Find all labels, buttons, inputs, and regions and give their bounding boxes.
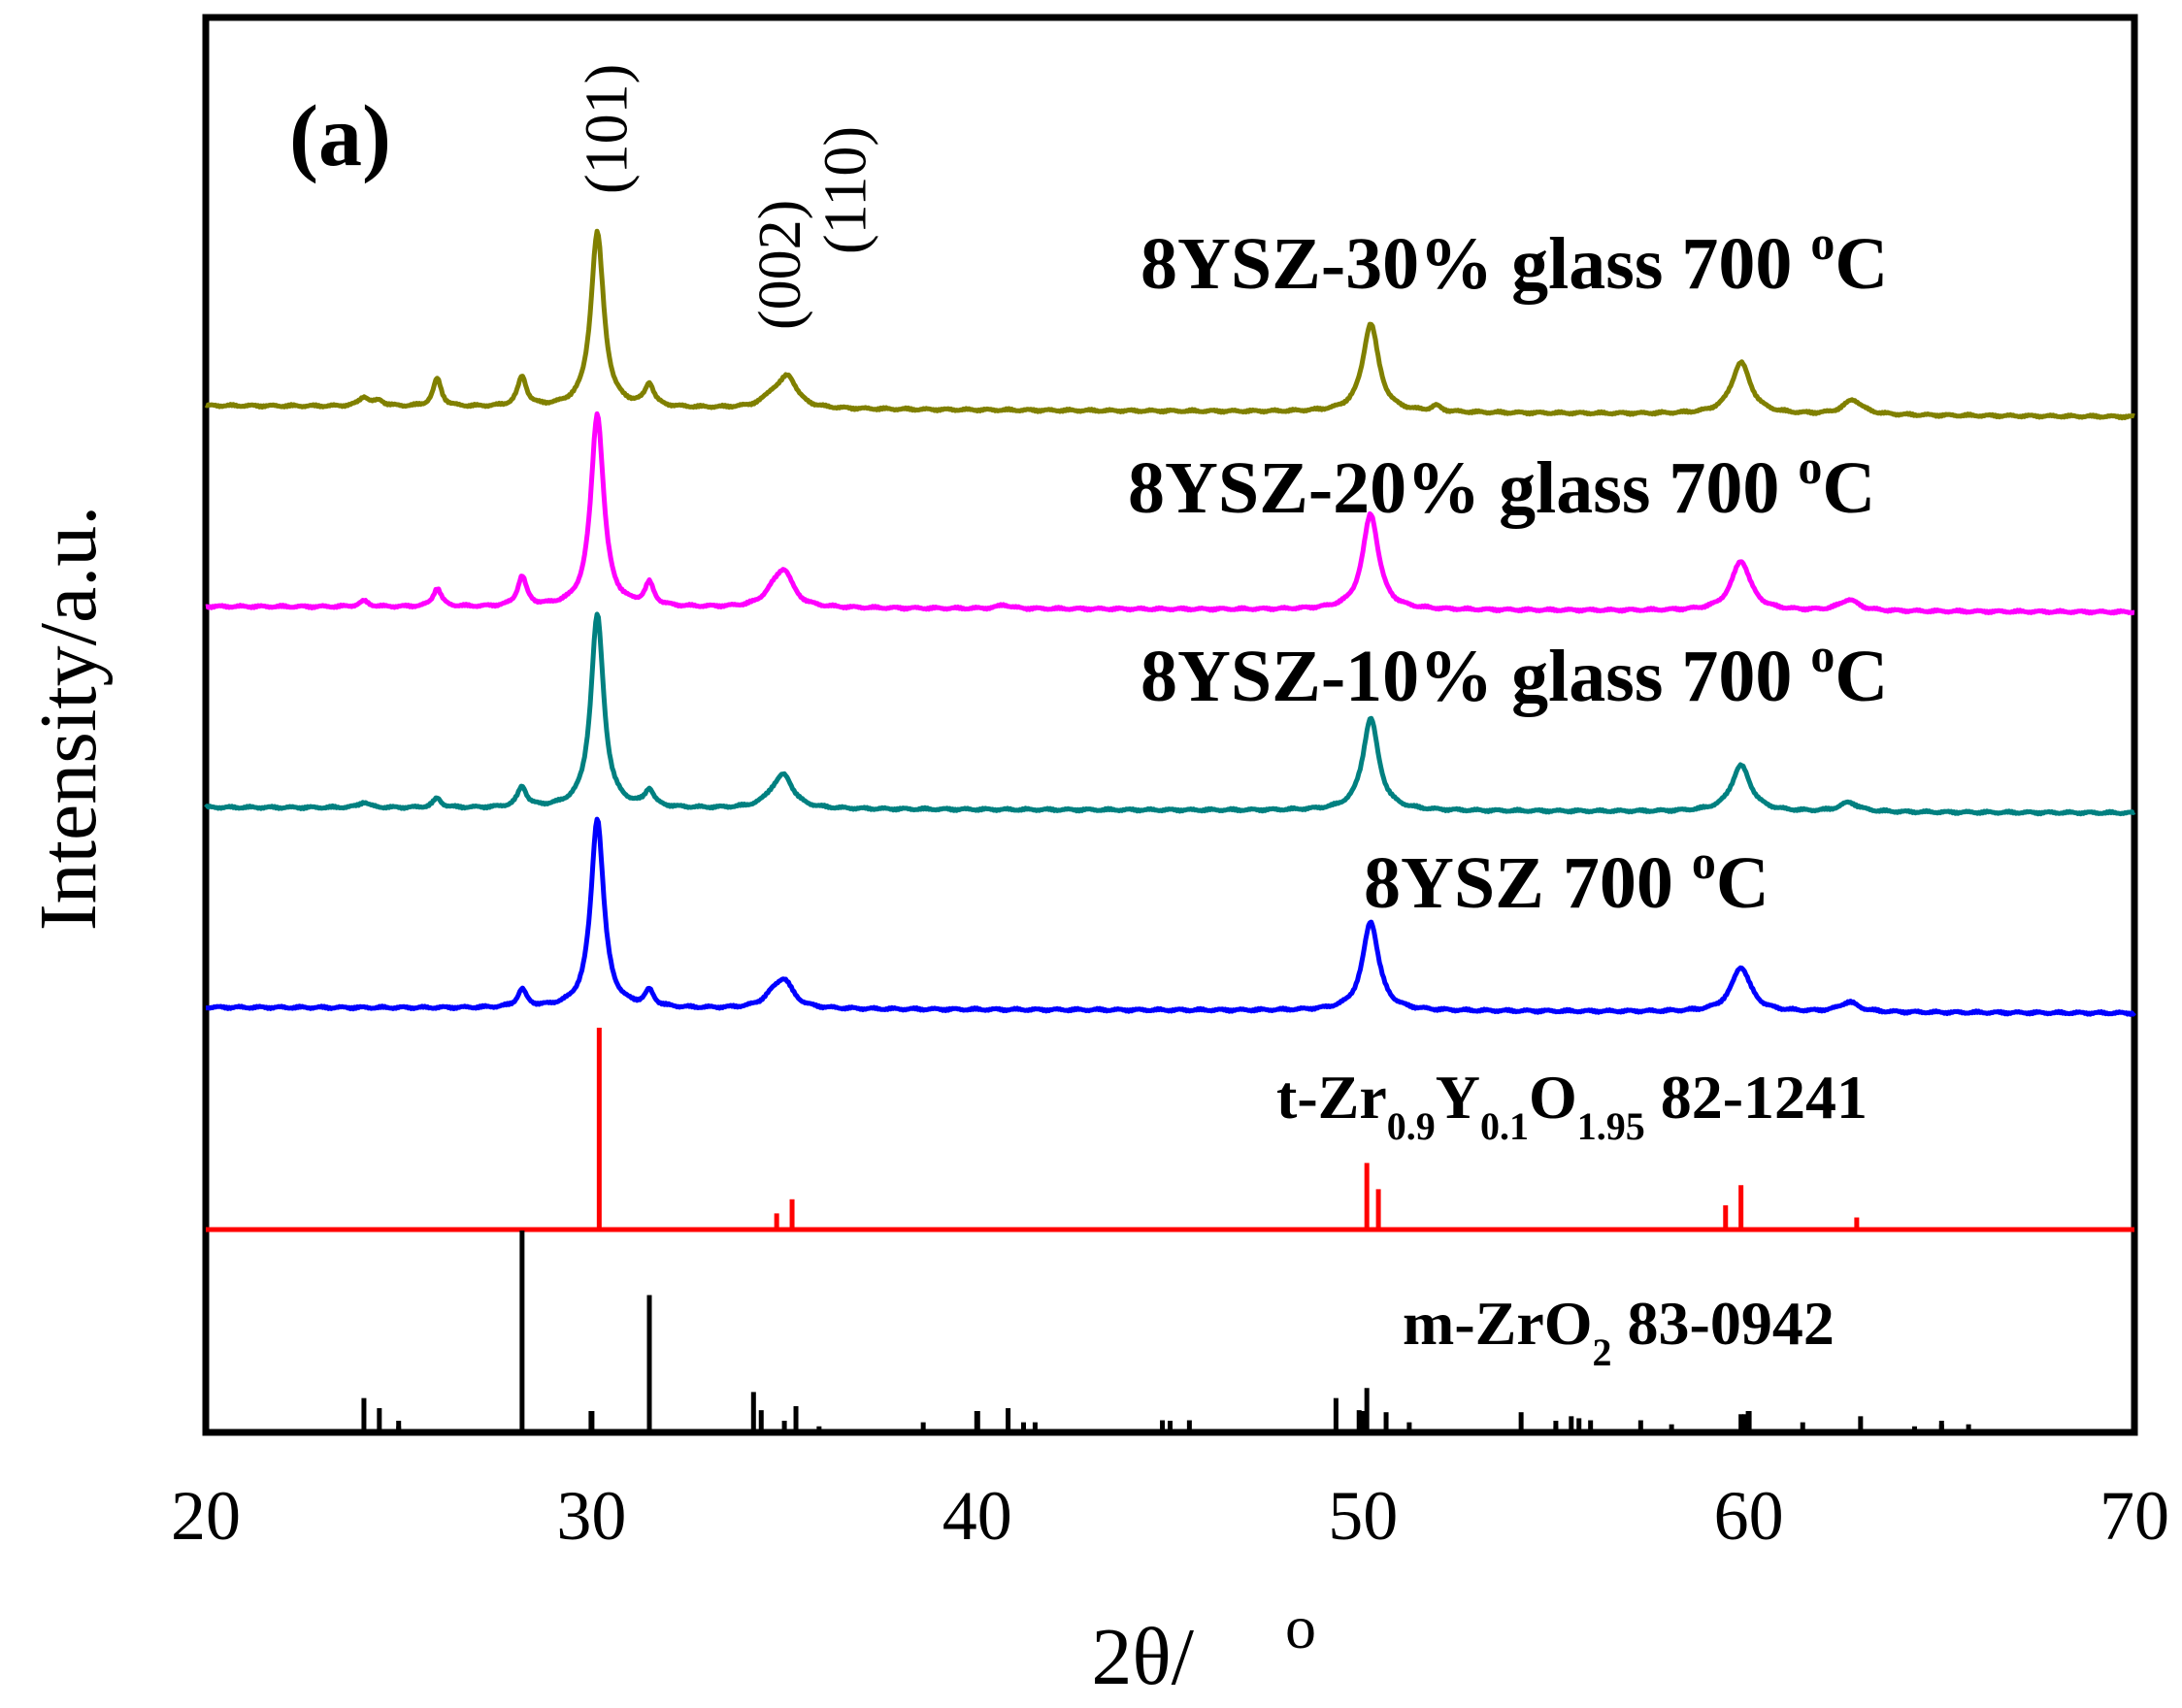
x-axis-ticks: 20 30 40 50 60 70: [171, 1411, 2169, 1555]
reference-label-m-zro2-83-0942: m-ZrO2 83-0942: [1403, 1289, 1835, 1374]
series-label-8ysz-10-glass-700-c: 8YSZ-10% glass 700 oC: [1141, 628, 1888, 717]
peak-label-110: (110): [813, 126, 879, 254]
x-axis-label: 2θ/: [1091, 1612, 1194, 1702]
diffraction-traces: [204, 228, 2136, 1017]
x-tick-label-60: 60: [1714, 1477, 1784, 1555]
series-label-8ysz-20-glass-700-c: 8YSZ-20% glass 700 oC: [1128, 440, 1875, 529]
y-axis-label: Intensity/a.u.: [23, 506, 114, 932]
trace-8ysz-700-c: [204, 816, 2136, 1017]
peak-label-002: (002): [747, 200, 813, 330]
peak-index-labels: (101) (002)(110): [574, 64, 878, 330]
series-labels: 8YSZ-30% glass 700 oC 8YSZ-20% glass 700 …: [1128, 215, 1888, 1374]
series-label-8ysz-30-glass-700-c: 8YSZ-30% glass 700 oC: [1141, 215, 1888, 305]
trace-8ysz-10-glass-700-c: [204, 611, 2136, 817]
x-tick-label-40: 40: [942, 1477, 1012, 1555]
trace-8ysz-30-glass-700-c: [204, 228, 2136, 421]
peak-label-101: (101): [574, 64, 640, 194]
panel-label: (a): [289, 88, 391, 184]
x-tick-label-20: 20: [171, 1477, 241, 1555]
trace-8ysz-20-glass-700-c: [204, 411, 2136, 616]
x-tick-label-70: 70: [2099, 1477, 2169, 1555]
reference-label-t-zr0-9y0-1o1-95-82-1241: t-Zr0.9Y0.1O1.95 82-1241: [1276, 1063, 1868, 1148]
x-tick-label-50: 50: [1328, 1477, 1398, 1555]
x-tick-label-30: 30: [556, 1477, 626, 1555]
series-label-8ysz-700-c: 8YSZ 700 oC: [1364, 835, 1769, 924]
x-axis-label-degree: o: [1285, 1593, 1316, 1661]
